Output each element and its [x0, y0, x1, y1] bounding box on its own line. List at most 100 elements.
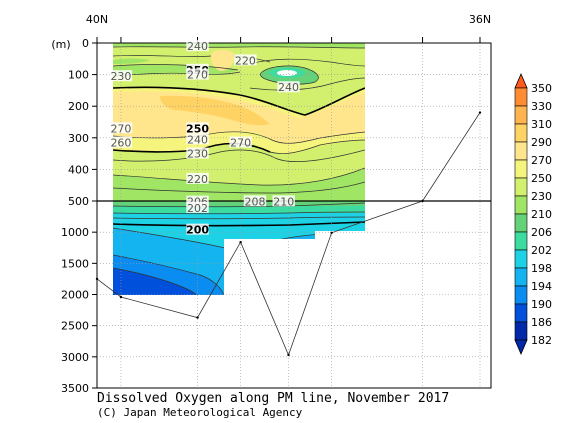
contour-label-bg [186, 68, 209, 80]
contour-label-bg [277, 81, 300, 93]
field-band-290-310 [160, 95, 270, 126]
colorbar-swatch [514, 267, 528, 287]
colorbar-swatch [514, 177, 528, 197]
colorbar-swatch [514, 195, 528, 215]
colorbar-swatch [514, 123, 528, 143]
contour-line [113, 46, 365, 49]
contour-label: 240 [187, 133, 208, 146]
contour-label: 240 [187, 40, 208, 53]
bottom-point [239, 240, 242, 244]
contour-label-bg [186, 122, 209, 134]
colorbar-label: 194 [531, 280, 552, 293]
bottom-point [330, 231, 333, 234]
colorbar: 350 330 310 290 270 250 230 210 206 202 198 194 190 1… [514, 72, 552, 356]
bottom-topography [95, 111, 482, 357]
contour-label-bg [186, 201, 209, 213]
colorbar-arrow-top [514, 72, 528, 89]
contour-label: 260 [110, 137, 131, 150]
contour-label-bg [229, 136, 252, 148]
y-tick-label: 2000 [61, 289, 89, 302]
bottom-point [287, 353, 290, 357]
bottom-point [478, 111, 482, 114]
contour-label: 230 [110, 70, 131, 83]
contour-line [113, 254, 225, 295]
top-axis-ticks [96, 37, 481, 43]
colorbar-swatch [514, 141, 528, 161]
contour-label-bg [186, 195, 209, 207]
contour-label: 202 [187, 202, 208, 215]
y-axis: 0 100 200 300 400 500 1000 1500 2000 2500 3000 3500 [61, 37, 97, 395]
field-band-210-230 [113, 43, 365, 48]
y-tick-label: 200 [68, 100, 89, 113]
do-contour-lines [113, 46, 365, 295]
colorbar-label: 290 [531, 136, 552, 149]
y-tick-label: 0 [82, 37, 89, 50]
colorbar-label: 206 [531, 226, 552, 239]
y-tick-label: 500 [68, 195, 89, 208]
contour-label-bg [186, 40, 209, 52]
top-label-west: 40N [86, 13, 108, 26]
colorbar-label: 186 [531, 316, 552, 329]
colorbar-label: 230 [531, 190, 552, 203]
contour-label-bg [109, 122, 133, 134]
colorbar-swatch [514, 285, 528, 305]
colorbar-label: 310 [531, 118, 552, 131]
colorbar-swatch [514, 213, 528, 233]
contour-label: 270 [230, 137, 251, 150]
y-tick-label: 3000 [61, 351, 89, 364]
colorbar-label: 250 [531, 172, 552, 185]
y-tick-label: 100 [68, 69, 89, 82]
contour-label-bg [186, 172, 209, 184]
contour-line [113, 181, 365, 194]
contour-label: 270 [187, 69, 208, 82]
colorbar-swatch [514, 303, 528, 323]
contour-label: 220 [187, 173, 208, 186]
bottom-profile-line [96, 112, 481, 357]
colorbar-label: 270 [531, 154, 552, 167]
contour-label: 200 [186, 224, 209, 237]
field-band-230-low-west [113, 58, 150, 64]
colorbar-arrow-bottom [514, 339, 528, 356]
field-band-250-top-lobe [210, 49, 235, 71]
colorbar-label: 182 [531, 334, 552, 347]
y-tick-label: 3500 [61, 382, 89, 395]
contour-line [113, 131, 365, 144]
colorbar-swatch [514, 249, 528, 269]
contour-label: 210 [273, 195, 294, 208]
contour-line [113, 211, 365, 215]
colorbar-label: 350 [531, 82, 552, 95]
colorbar-label: 330 [531, 100, 552, 113]
contour-label-bg [186, 223, 209, 235]
colorbar-label: 210 [531, 208, 552, 221]
contour-label-bg [109, 70, 133, 82]
colorbar-label: 190 [531, 298, 552, 311]
y-tick-label: 1000 [61, 226, 89, 239]
y-tick-label: 2500 [61, 320, 89, 333]
contour-labels: 2402202502702302402702602502402702302202… [109, 40, 300, 237]
bottom-point [119, 295, 123, 299]
contour-label: 208 [244, 195, 265, 208]
y-tick-label: 300 [68, 132, 89, 145]
contour-line [113, 267, 197, 295]
top-label-east: 36N [469, 13, 491, 26]
contour-label: 270 [110, 122, 131, 135]
do-colored-field [113, 43, 365, 295]
contour-line [249, 77, 365, 91]
y-unit-label: (m) [51, 38, 70, 51]
contour-label-bg [272, 195, 295, 207]
contour-label: 230 [187, 148, 208, 161]
field-band-210-upper-deep [113, 168, 365, 201]
bottom-point [421, 199, 424, 203]
contour-line [113, 202, 365, 208]
colorbar-swatch [514, 321, 528, 341]
contour-label-bg [186, 147, 209, 159]
contour-label-bg [109, 136, 133, 148]
field-eddy-inner [277, 70, 297, 76]
contour-line [113, 167, 365, 186]
contour-line [113, 216, 365, 220]
contour-label: 220 [235, 54, 256, 67]
colorbar-swatch [514, 87, 528, 107]
chart-title: Dissolved Oxygen along PM line, November… [97, 391, 449, 406]
contour-line [249, 58, 365, 67]
